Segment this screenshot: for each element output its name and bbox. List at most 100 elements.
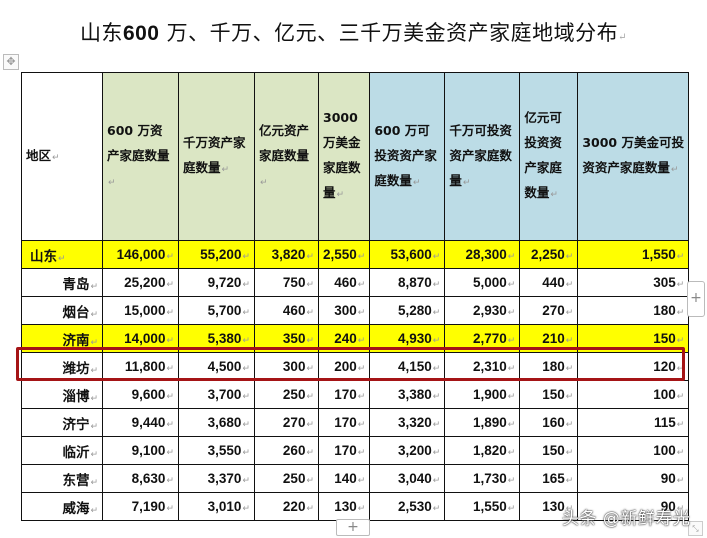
value-cell: 3,040↵ [369,464,446,493]
value-cell: 200↵ [317,352,371,381]
value-cell: 440↵ [519,268,579,297]
paragraph-mark: ↵ [618,32,628,43]
region-cell: 威海↵ [21,492,103,521]
value-cell: 3,820↵ [254,240,319,269]
value-cell: 150↵ [519,436,579,465]
value-cell: 1,550↵ [577,240,690,269]
value-cell: 130↵ [519,492,579,521]
value-cell: 1,890↵ [444,408,521,437]
value-cell: 305↵ [577,268,690,297]
value-cell: 55,200↵ [178,240,255,269]
region-cell: 淄博↵ [21,380,103,409]
value-cell: 14,000↵ [102,324,179,353]
region-cell: 山东↵ [21,240,103,269]
value-cell: 270↵ [519,296,579,325]
value-cell: 750↵ [254,268,319,297]
value-cell: 3,550↵ [178,436,255,465]
value-cell: 2,310↵ [444,352,521,381]
table-row-jinan: 济南↵ 14,000↵ 5,380↵ 350↵ 240↵ 4,930↵ 2,77… [21,324,690,353]
value-cell: 210↵ [519,324,579,353]
watermark: 头条 @新鲜寿光 [562,509,691,529]
value-cell: 9,440↵ [102,408,179,437]
value-cell: 100↵ [577,380,690,409]
value-cell: 170↵ [317,436,371,465]
header-30m-usd-investable: 3000 万美金可投资资产家庭数量↵ [577,72,690,241]
title-number: 600 [122,22,160,45]
table-resize-icon[interactable]: ⤡ [688,521,703,536]
region-cell: 青岛↵ [21,268,103,297]
region-cell: 临沂↵ [21,436,103,465]
add-column-plus-icon[interactable]: + [336,519,370,536]
value-cell: 260↵ [254,436,319,465]
value-cell: 2,930↵ [444,296,521,325]
value-cell: 146,000↵ [102,240,179,269]
value-cell: 4,930↵ [369,324,446,353]
add-row-plus-icon[interactable]: + [687,281,705,317]
table-row-shandong: 山东↵ 146,000↵ 55,200↵ 3,820↵ 2,550↵ 53,60… [21,240,690,269]
header-row: 地区↵ 600 万资产家庭数量↵ 千万资产家庭数量↵ 亿元资产家庭数量↵ 300… [21,72,690,241]
title-suffix: 万、千万、亿元、三千万美金资产家庭地域分布 [159,21,619,45]
value-cell: 130↵ [317,492,371,521]
value-cell: 5,700↵ [178,296,255,325]
region-cell: 潍坊↵ [21,352,103,381]
region-cell: 烟台↵ [21,296,103,325]
value-cell: 25,200↵ [102,268,179,297]
value-cell: 1,730↵ [444,464,521,493]
value-cell: 5,280↵ [369,296,446,325]
table-row-linyi: 临沂↵ 9,100↵ 3,550↵ 260↵ 170↵ 3,200↵ 1,820… [21,436,690,465]
value-cell: 2,250↵ [519,240,579,269]
value-cell: 9,100↵ [102,436,179,465]
region-cell: 东营↵ [21,464,103,493]
table-row-qingdao: 青岛↵ 25,200↵ 9,720↵ 750↵ 460↵ 8,870↵ 5,00… [21,268,690,297]
value-cell: 460↵ [317,268,371,297]
value-cell: 53,600↵ [369,240,446,269]
value-cell: 3,680↵ [178,408,255,437]
value-cell: 9,720↵ [178,268,255,297]
value-cell: 1,820↵ [444,436,521,465]
value-cell: 5,000↵ [444,268,521,297]
value-cell: 170↵ [317,408,371,437]
value-cell: 220↵ [254,492,319,521]
value-cell: 270↵ [254,408,319,437]
wealth-distribution-table: 地区↵ 600 万资产家庭数量↵ 千万资产家庭数量↵ 亿元资产家庭数量↵ 300… [21,72,690,521]
header-6m-investable: 600 万可投资资产家庭数量↵ [369,72,446,241]
header-10m-assets: 千万资产家庭数量↵ [178,72,255,241]
value-cell: 150↵ [519,380,579,409]
table-row-jining: 济宁↵ 9,440↵ 3,680↵ 270↵ 170↵ 3,320↵ 1,890… [21,408,690,437]
value-cell: 150↵ [577,324,690,353]
value-cell: 7,190↵ [102,492,179,521]
region-cell: 济宁↵ [21,408,103,437]
value-cell: 4,500↵ [178,352,255,381]
value-cell: 9,600↵ [102,380,179,409]
table-move-handle-icon[interactable]: ✥ [3,54,19,70]
table-row-dongying: 东营↵ 8,630↵ 3,370↵ 250↵ 140↵ 3,040↵ 1,730… [21,464,690,493]
value-cell: 3,380↵ [369,380,446,409]
value-cell: 160↵ [519,408,579,437]
value-cell: 300↵ [317,296,371,325]
value-cell: 28,300↵ [444,240,521,269]
value-cell: 90↵ [577,492,690,521]
value-cell: 250↵ [254,464,319,493]
region-cell: 济南↵ [21,324,103,353]
value-cell: 250↵ [254,380,319,409]
value-cell: 180↵ [519,352,579,381]
header-6m-assets: 600 万资产家庭数量↵ [102,72,179,241]
table-row-weihai: 威海↵ 7,190↵ 3,010↵ 220↵ 130↵ 2,530↵ 1,550… [21,492,690,521]
value-cell: 170↵ [317,380,371,409]
value-cell: 2,550↵ [317,240,371,269]
header-100m-investable: 亿元可投资资产家庭数量↵ [519,72,579,241]
value-cell: 8,870↵ [369,268,446,297]
value-cell: 100↵ [577,436,690,465]
value-cell: 3,700↵ [178,380,255,409]
value-cell: 115↵ [577,408,690,437]
table-row-weifang: 潍坊↵ 11,800↵ 4,500↵ 300↵ 200↵ 4,150↵ 2,31… [21,352,690,381]
title-prefix: 山东 [79,21,123,45]
value-cell: 140↵ [317,464,371,493]
value-cell: 240↵ [317,324,371,353]
value-cell: 90↵ [577,464,690,493]
table-row-zibo: 淄博↵ 9,600↵ 3,700↵ 250↵ 170↵ 3,380↵ 1,900… [21,380,690,409]
value-cell: 3,320↵ [369,408,446,437]
value-cell: 3,010↵ [178,492,255,521]
value-cell: 3,370↵ [178,464,255,493]
value-cell: 120↵ [577,352,690,381]
